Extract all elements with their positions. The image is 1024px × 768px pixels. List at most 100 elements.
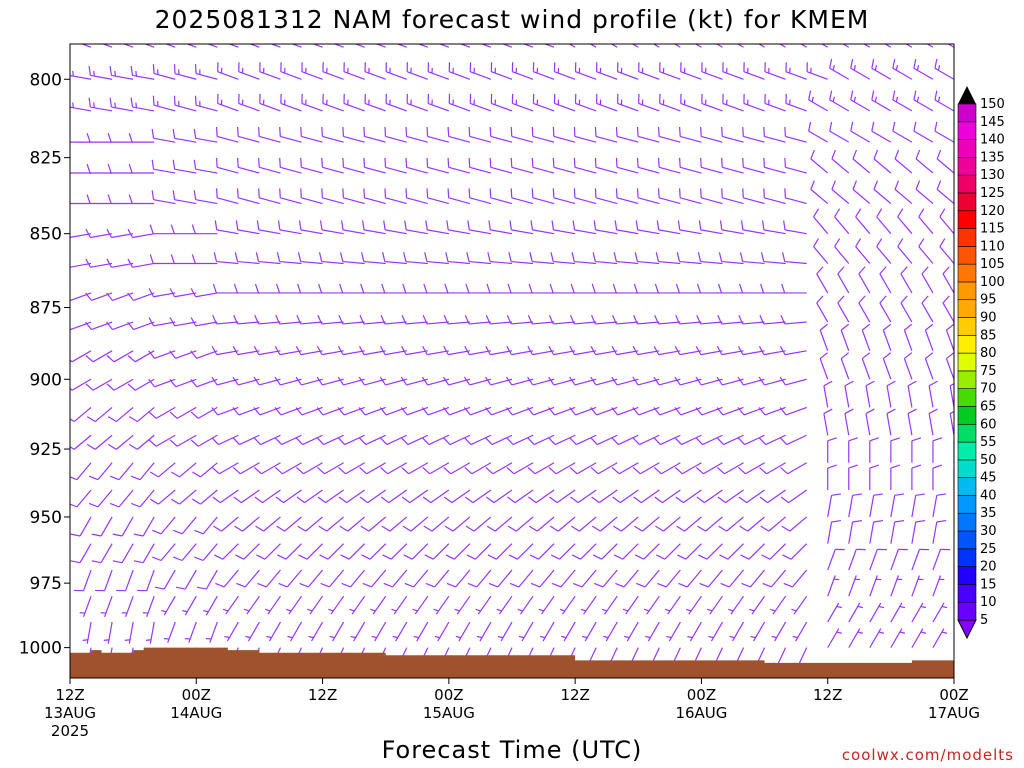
wind-barb (717, 314, 744, 325)
wind-barb (700, 126, 723, 143)
plot-area (69, 43, 955, 679)
wind-barb (580, 595, 597, 615)
wind-barb (928, 408, 938, 436)
wind-barb (319, 220, 344, 235)
wind-barb (339, 283, 365, 294)
colorbar-label: 80 (980, 346, 997, 361)
wind-barb (820, 44, 829, 48)
wind-barb (936, 180, 954, 204)
wind-barb (464, 462, 492, 475)
x-tick-label: 12Z (560, 686, 589, 704)
wind-barb (739, 283, 765, 294)
wind-barb (653, 406, 681, 416)
wind-barb (829, 121, 850, 143)
colorbar-label: 35 (980, 506, 997, 521)
terrain-surface (70, 647, 954, 678)
wind-barb (894, 180, 913, 204)
wind-barb (148, 350, 176, 359)
wind-barb (364, 62, 386, 80)
wind-barb (810, 149, 829, 174)
wind-barb (657, 126, 681, 143)
x-tick-label: 00Z (939, 686, 968, 704)
wind-barb (107, 434, 134, 450)
wind-barb (848, 493, 863, 518)
wind-barb (522, 44, 534, 48)
wind-barb (359, 489, 387, 504)
wind-barb (401, 345, 428, 356)
wind-barb (469, 62, 492, 80)
wind-barb (275, 489, 302, 504)
wind-barb (343, 93, 365, 112)
wind-barb (657, 157, 681, 174)
wind-barb (333, 44, 344, 48)
wind-barb (85, 228, 113, 239)
wind-barb (233, 489, 260, 504)
wind-barb (527, 314, 555, 325)
wind-barb (506, 345, 534, 356)
wind-barb (507, 516, 534, 532)
wind-barb (381, 283, 407, 294)
wind-barb (742, 188, 765, 205)
wind-barb (464, 434, 492, 446)
wind-barb (426, 188, 450, 205)
wind-barb (869, 575, 882, 597)
wind-barb (443, 345, 471, 356)
wind-barb (932, 602, 948, 623)
wind-barb (654, 314, 681, 325)
wind-barb (945, 352, 954, 380)
wind-barb (737, 434, 765, 446)
wind-barb (799, 44, 807, 48)
wind-barb (380, 489, 408, 504)
wind-barb (106, 350, 134, 363)
wind-barb (719, 220, 744, 235)
wind-barb (911, 575, 924, 597)
wind-barb (759, 462, 786, 475)
wind-barb (572, 220, 597, 235)
wind-barb (169, 434, 197, 447)
colorbar-label: 95 (980, 293, 997, 308)
wind-barb (890, 493, 905, 518)
wind-barb (112, 543, 134, 564)
wind-barb (510, 157, 534, 174)
wind-barb (403, 252, 428, 265)
wind-barb (382, 252, 407, 265)
colorbar-swatch (957, 370, 977, 389)
colorbar-top-arrow (958, 86, 976, 104)
x-tick-label: 12Z (55, 686, 84, 704)
wind-barb (869, 548, 887, 571)
wind-barb (173, 95, 197, 112)
wind-barb (70, 172, 92, 174)
wind-barb (258, 126, 281, 143)
wind-barb (361, 252, 386, 265)
wind-barb (865, 380, 875, 408)
wind-barb (316, 406, 344, 416)
colorbar-swatch (957, 192, 977, 212)
wind-barb (528, 283, 555, 294)
wind-barb (581, 621, 597, 642)
colorbar-label: 100 (980, 275, 1005, 290)
wind-barb (169, 406, 197, 419)
wind-barb (643, 595, 660, 615)
wind-barb (685, 595, 702, 615)
wind-barb (783, 220, 807, 235)
wind-barb (232, 345, 260, 356)
wind-barb (269, 44, 281, 48)
wind-barb (531, 157, 555, 174)
wind-barb (949, 382, 954, 408)
wind-barb (70, 489, 92, 508)
wind-barb (480, 44, 492, 48)
wind-barb (532, 93, 555, 112)
wind-barb (301, 93, 323, 112)
wind-barb (549, 516, 576, 532)
wind-barb (819, 323, 829, 352)
wind-barb (434, 621, 450, 642)
wind-barb (255, 516, 281, 532)
wind-barb (316, 434, 344, 446)
wind-barb (385, 93, 407, 112)
wind-barb (861, 323, 871, 352)
wind-barb (694, 44, 702, 48)
wind-barb (337, 345, 365, 356)
wind-barb (468, 126, 492, 143)
wind-barb (680, 62, 702, 80)
wind-barb (871, 90, 892, 112)
